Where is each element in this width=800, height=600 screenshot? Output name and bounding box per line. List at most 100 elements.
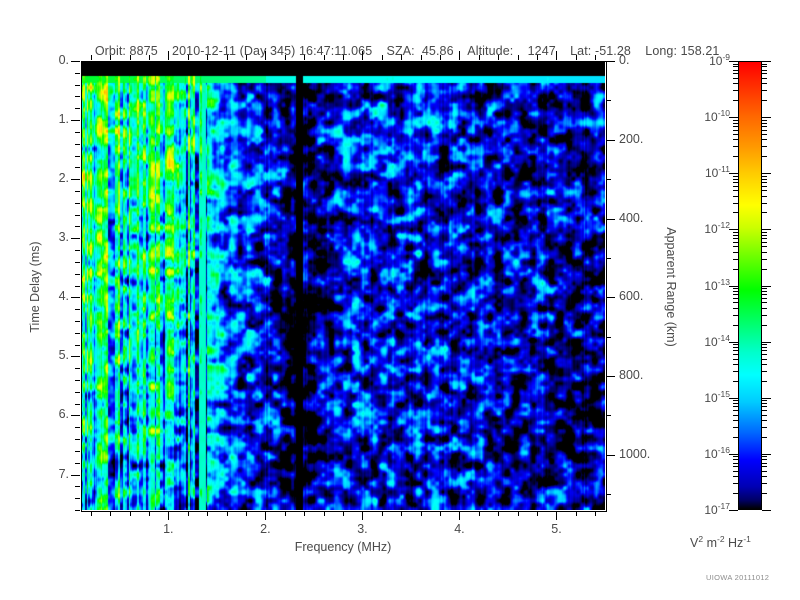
colorbar-minor-tick	[762, 414, 767, 416]
colorbar-minor-tick	[762, 406, 767, 408]
colorbar-minor-tick	[762, 493, 767, 495]
colorbar-minor-tick	[733, 190, 738, 192]
colorbar-minor-tick	[762, 459, 767, 461]
y-axis-left-tick-label: 7.	[58, 466, 69, 481]
colorbar-minor-tick	[762, 288, 767, 290]
colorbar-minor-tick	[733, 134, 738, 136]
colorbar-tick-label: 10-16	[704, 444, 730, 461]
y-axis-left-minor-tick	[75, 108, 80, 110]
colorbar-minor-tick	[733, 156, 738, 158]
y-axis-left-minor-tick	[75, 309, 80, 311]
colorbar-minor-tick	[762, 146, 767, 148]
y-axis-left-minor-tick	[75, 250, 80, 252]
colorbar-major-tick	[762, 173, 771, 175]
x-axis-minor-tick	[323, 511, 325, 516]
colorbar-minor-tick	[762, 77, 767, 79]
y-axis-right-tick-label: 600.	[619, 289, 644, 304]
y-axis-left-minor-tick	[75, 380, 80, 382]
x-axis-minor-tick	[381, 511, 383, 516]
colorbar-minor-tick	[762, 69, 767, 71]
colorbar-minor-tick	[762, 246, 767, 248]
colorbar-major-tick	[729, 117, 738, 119]
colorbar-minor-tick	[733, 493, 738, 495]
y-axis-right-major-tick	[606, 61, 615, 62]
x-axis-minor-tick	[110, 55, 112, 60]
colorbar-minor-tick	[762, 234, 767, 236]
x-axis-minor-tick	[401, 511, 403, 516]
colorbar-major-tick	[729, 229, 738, 231]
colorbar-minor-tick	[762, 363, 767, 365]
colorbar-minor-tick	[762, 380, 767, 382]
y-axis-left-minor-tick	[75, 344, 80, 346]
colorbar-minor-tick	[733, 344, 738, 346]
colorbar-minor-tick	[762, 73, 767, 75]
colorbar-major-tick	[762, 453, 771, 455]
colorbar-minor-tick	[762, 462, 767, 464]
colorbar-minor-tick	[762, 100, 767, 102]
colorbar-units-label: V2 m-2 Hz-1	[690, 534, 751, 550]
colorbar-minor-tick	[733, 238, 738, 240]
y-axis-left-minor-tick	[75, 190, 80, 192]
colorbar-tick-label: 10-15	[704, 388, 730, 405]
y-axis-left-minor-tick	[75, 403, 80, 405]
x-axis-title: Frequency (MHz)	[294, 540, 392, 554]
colorbar-major-tick	[729, 453, 738, 455]
y-axis-left-tick-label: 5.	[58, 348, 69, 363]
x-axis-minor-tick	[245, 55, 247, 60]
colorbar-minor-tick	[762, 436, 767, 438]
unit-hertz: Hz	[728, 536, 744, 551]
colorbar-tick-label: 10-17	[704, 501, 730, 517]
colorbar-minor-tick	[733, 212, 738, 214]
colorbar-minor-tick	[733, 470, 738, 472]
y-axis-left-minor-tick	[75, 214, 80, 216]
colorbar-minor-tick	[733, 297, 738, 299]
x-axis-minor-tick	[575, 55, 577, 60]
colorbar-minor-tick	[733, 119, 738, 121]
colorbar-minor-tick	[762, 258, 767, 260]
colorbar-minor-tick	[762, 314, 767, 316]
colorbar-minor-tick	[733, 288, 738, 290]
colorbar-minor-tick	[733, 406, 738, 408]
colorbar-minor-tick	[733, 456, 738, 458]
y-axis-left-minor-tick	[75, 285, 80, 287]
colorbar-minor-tick	[733, 414, 738, 416]
x-axis-minor-tick	[498, 55, 500, 60]
y-axis-left-major-tick	[71, 120, 80, 122]
colorbar-minor-tick	[733, 483, 738, 485]
colorbar-minor-tick	[733, 77, 738, 79]
colorbar-major-tick	[729, 397, 738, 399]
x-axis-minor-tick	[595, 55, 597, 60]
colorbar-minor-tick	[733, 354, 738, 356]
colorbar-minor-tick	[762, 251, 767, 253]
unit-volts: V	[690, 536, 699, 551]
colorbar-minor-tick	[733, 234, 738, 236]
colorbar-minor-tick	[762, 175, 767, 177]
y-axis-left-tick-label: 0.	[58, 53, 69, 67]
unit-hertz-exponent: -1	[743, 534, 751, 544]
colorbar-minor-tick	[762, 470, 767, 472]
colorbar-minor-tick	[762, 476, 767, 478]
colorbar-minor-tick	[733, 241, 738, 243]
y-axis-right-minor-tick	[606, 494, 611, 496]
x-axis-minor-tick	[343, 55, 344, 60]
colorbar-minor-tick	[733, 358, 738, 360]
x-axis-major-tick	[362, 511, 364, 520]
x-axis-minor-tick	[420, 511, 422, 516]
y-axis-left-major-tick	[71, 238, 80, 240]
colorbar-minor-tick	[762, 410, 767, 412]
x-axis-minor-tick	[343, 511, 344, 516]
colorbar-minor-tick	[762, 354, 767, 356]
y-axis-right-minor-tick	[606, 415, 611, 417]
colorbar-major-tick	[762, 341, 771, 343]
colorbar-major-tick	[729, 285, 738, 287]
x-axis-minor-tick	[537, 55, 539, 60]
colorbar-tick-label: 10-10	[704, 108, 730, 125]
colorbar-minor-tick	[762, 307, 767, 309]
credit-label: UIOWA 20111012	[706, 573, 770, 582]
y-axis-left-minor-tick	[75, 498, 80, 500]
x-axis-minor-tick	[537, 511, 539, 516]
colorbar-minor-tick	[762, 344, 767, 346]
y-axis-left-major-tick	[71, 179, 80, 181]
colorbar-minor-tick	[762, 324, 767, 326]
y-axis-left-minor-tick	[75, 84, 80, 86]
